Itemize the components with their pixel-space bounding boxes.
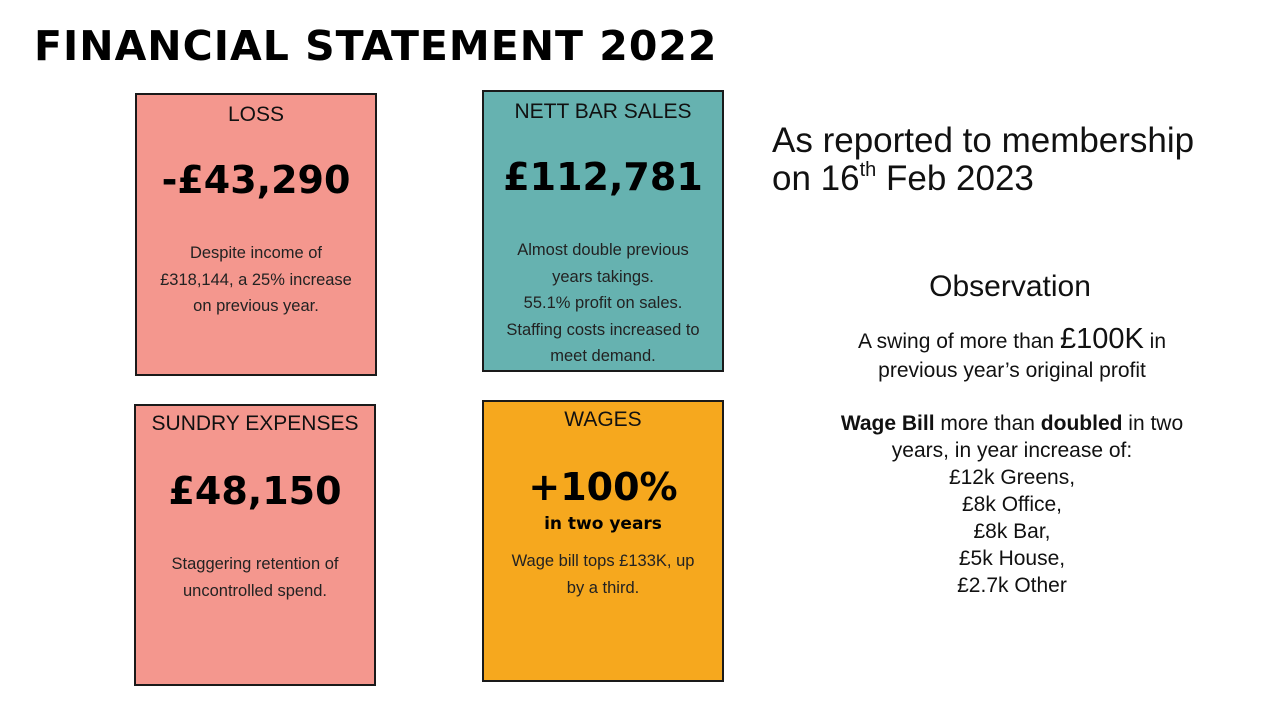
reported-line-2: on 16th Feb 2023 — [772, 160, 1194, 198]
sales-description: Almost double previous years takings. 55… — [492, 237, 714, 370]
sundry-label: SUNDRY EXPENSES — [151, 412, 359, 435]
wagebill-line-2: years, in year increase of: — [891, 439, 1133, 462]
swing-line-2: previous year’s original profit — [878, 359, 1146, 382]
reported-date-suffix: Feb 2023 — [876, 159, 1034, 198]
page-title: FINANCIAL STATEMENT 2022 — [34, 22, 718, 70]
loss-label: LOSS — [227, 103, 285, 126]
wages-card: WAGES +100% in two years Wage bill tops … — [482, 400, 724, 682]
sales-desc-line: 55.1% profit on sales. — [523, 294, 683, 312]
loss-value: -£43,290 — [161, 158, 351, 202]
sales-label: NETT BAR SALES — [514, 100, 692, 123]
sundry-description: Staggering retention of uncontrolled spe… — [144, 551, 366, 604]
reported-line-1: As reported to membership — [772, 121, 1195, 160]
reported-note: As reported to membership on 16th Feb 20… — [772, 122, 1194, 198]
observation-swing: A swing of more than £100K in previous y… — [790, 325, 1234, 385]
loss-description: Despite income of £318,144, a 25% increa… — [145, 240, 367, 320]
observation-wage-bill: Wage Bill more than doubled in two years… — [790, 410, 1234, 599]
wage-increase-item: £12k Greens, — [948, 466, 1076, 489]
swing-amount: £100K — [1059, 323, 1144, 355]
reported-date-ordinal: th — [859, 159, 877, 181]
wages-desc-line: by a third. — [566, 578, 640, 597]
sundry-desc-line: uncontrolled spend. — [182, 581, 328, 600]
reported-date-prefix: on 16 — [772, 159, 860, 198]
sales-desc-line: meet demand. — [550, 347, 656, 365]
loss-desc-line: Despite income of — [189, 244, 323, 262]
wagebill-bold-1: Wage Bill — [840, 412, 935, 435]
wage-increase-item: £8k Office, — [962, 493, 1062, 516]
sales-desc-line: Staffing costs increased to — [506, 320, 700, 339]
sundry-expenses-card: SUNDRY EXPENSES £48,150 Staggering reten… — [134, 404, 376, 686]
sales-value: £112,781 — [503, 155, 703, 199]
wages-value: +100% — [528, 465, 678, 509]
swing-suffix: in — [1143, 330, 1166, 353]
sundry-value: £48,150 — [168, 469, 342, 513]
wagebill-line-1: Wage Bill more than doubled in two — [790, 410, 1234, 437]
sales-desc-line: Almost double previous — [517, 241, 689, 259]
wages-label: WAGES — [564, 408, 642, 431]
wages-desc-line: Wage bill tops £133K, up — [511, 552, 695, 570]
loss-card: LOSS -£43,290 Despite income of £318,144… — [135, 93, 377, 376]
swing-prefix: A swing of more than — [858, 330, 1060, 353]
nett-bar-sales-card: NETT BAR SALES £112,781 Almost double pr… — [482, 90, 724, 372]
sales-desc-line: years takings. — [552, 267, 654, 286]
wages-subtitle: in two years — [544, 514, 662, 534]
swing-line-1: A swing of more than £100K in — [790, 325, 1234, 356]
observation-heading: Observation — [929, 270, 1091, 303]
wagebill-text-2: in two — [1122, 412, 1184, 435]
wages-description: Wage bill tops £133K, up by a third. — [492, 548, 714, 601]
wagebill-bold-2: doubled — [1040, 412, 1123, 435]
wage-increase-item: £8k Bar, — [973, 520, 1051, 543]
wage-increase-item: £5k House, — [958, 547, 1066, 570]
loss-desc-line: £318,144, a 25% increase — [160, 270, 352, 289]
wage-increase-item: £2.7k Other — [957, 574, 1067, 597]
wagebill-text-1: more than — [934, 412, 1041, 435]
loss-desc-line: on previous year. — [193, 297, 319, 315]
sundry-desc-line: Staggering retention of — [171, 555, 339, 573]
